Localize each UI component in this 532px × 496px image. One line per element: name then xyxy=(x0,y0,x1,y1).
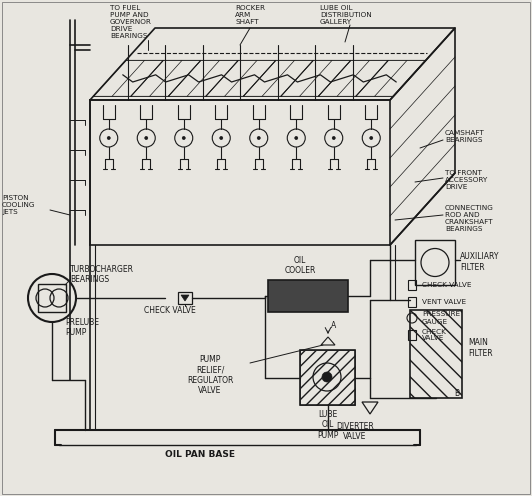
Bar xyxy=(90,100,390,245)
Circle shape xyxy=(370,136,373,139)
Text: ROCKER
ARM
SHAFT: ROCKER ARM SHAFT xyxy=(235,5,265,25)
Bar xyxy=(178,292,192,304)
Text: PUMP
RELIEF/
REGULATOR
VALVE: PUMP RELIEF/ REGULATOR VALVE xyxy=(187,355,233,395)
Text: VENT VALVE: VENT VALVE xyxy=(422,299,466,305)
Text: AUXILIARY
FILTER: AUXILIARY FILTER xyxy=(460,252,500,272)
Text: OIL
COOLER: OIL COOLER xyxy=(284,255,315,275)
Text: LUBE
OIL
PUMP: LUBE OIL PUMP xyxy=(317,410,339,440)
Text: A: A xyxy=(331,321,336,330)
Text: B: B xyxy=(454,388,460,397)
Circle shape xyxy=(145,136,148,139)
Text: PRESSURE
GAUGE: PRESSURE GAUGE xyxy=(422,311,460,324)
Text: CAMSHAFT
BEARINGS: CAMSHAFT BEARINGS xyxy=(445,130,485,143)
Text: PISTON
COOLING
JETS: PISTON COOLING JETS xyxy=(2,195,36,215)
Text: CHECK
VALVE: CHECK VALVE xyxy=(422,328,447,342)
Text: DIVERTER
VALVE: DIVERTER VALVE xyxy=(336,422,374,441)
Bar xyxy=(415,240,455,285)
Bar xyxy=(38,284,66,312)
Circle shape xyxy=(182,136,185,139)
Text: CHECK VALVE: CHECK VALVE xyxy=(422,282,471,288)
Text: TURBOCHARGER
BEARINGS: TURBOCHARGER BEARINGS xyxy=(70,265,134,284)
Circle shape xyxy=(257,136,260,139)
Text: CONNECTING
ROD AND
CRANKSHAFT
BEARINGS: CONNECTING ROD AND CRANKSHAFT BEARINGS xyxy=(445,205,494,232)
Text: CHECK VALVE: CHECK VALVE xyxy=(144,306,196,315)
Circle shape xyxy=(322,372,332,382)
Text: OIL PAN BASE: OIL PAN BASE xyxy=(165,450,235,459)
Bar xyxy=(410,310,462,398)
Circle shape xyxy=(332,136,335,139)
Text: PRELUBE
PUMP: PRELUBE PUMP xyxy=(65,318,99,337)
Bar xyxy=(268,280,348,312)
Bar xyxy=(408,297,416,307)
Circle shape xyxy=(295,136,298,139)
Text: TO FUEL
PUMP AND
GOVERNOR
DRIVE
BEARINGS: TO FUEL PUMP AND GOVERNOR DRIVE BEARINGS xyxy=(110,5,152,39)
Circle shape xyxy=(220,136,223,139)
Bar xyxy=(300,350,355,405)
Bar xyxy=(408,330,416,340)
Circle shape xyxy=(107,136,110,139)
Text: LUBE OIL
DISTRIBUTION
GALLERY: LUBE OIL DISTRIBUTION GALLERY xyxy=(320,5,372,25)
Text: MAIN
FILTER: MAIN FILTER xyxy=(468,338,493,358)
Polygon shape xyxy=(181,295,189,301)
Bar xyxy=(408,280,416,290)
Bar xyxy=(300,350,355,405)
Text: TO FRONT
ACCESSORY
DRIVE: TO FRONT ACCESSORY DRIVE xyxy=(445,170,488,190)
